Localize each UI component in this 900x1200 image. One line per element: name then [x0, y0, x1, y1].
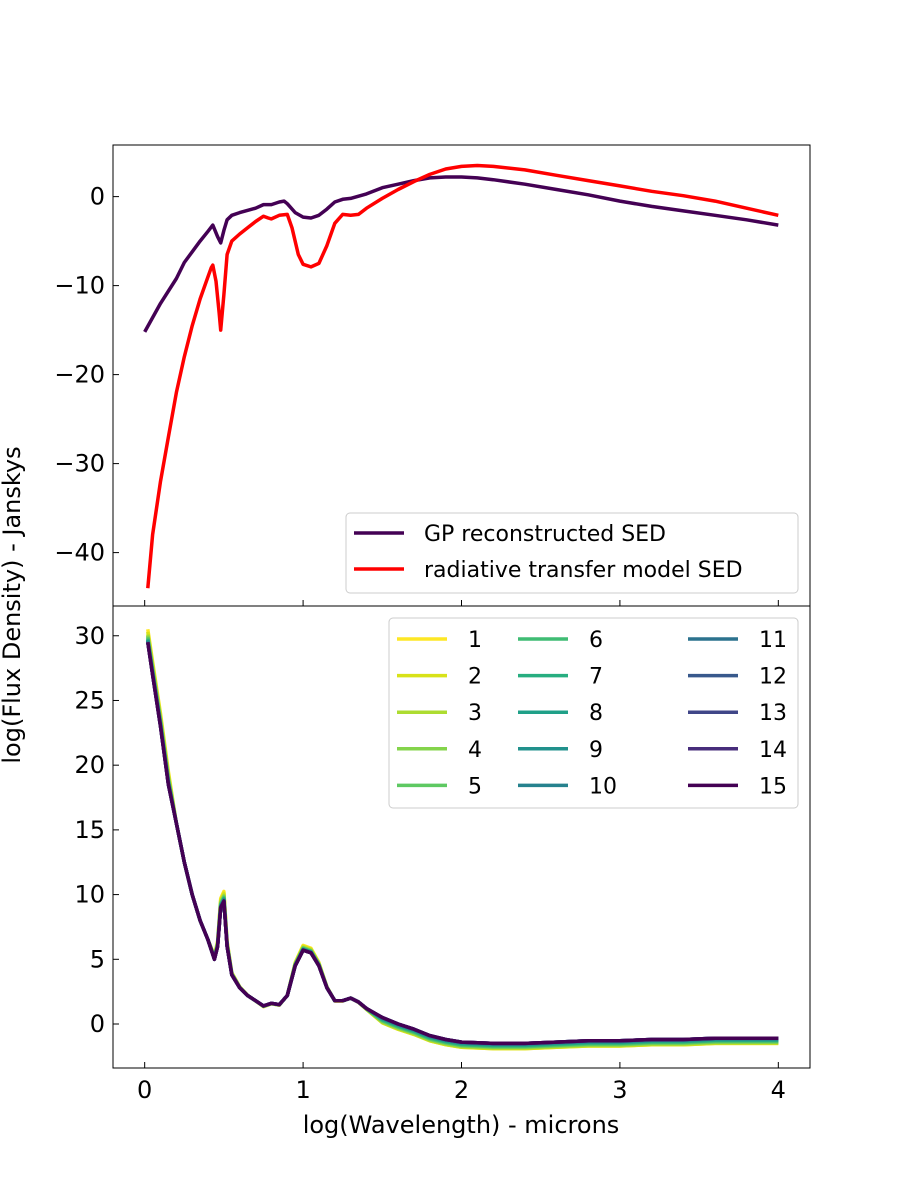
- bottom-xtick-label: 3: [612, 1076, 627, 1104]
- bottom-legend-label: 11: [759, 628, 787, 653]
- top-series-line-2: [146, 163, 779, 589]
- bottom-ytick-label: 10: [74, 881, 105, 909]
- y-axis-label: log(Flux Density) - Janskys: [0, 446, 26, 763]
- bottom-xtick-label: 0: [137, 1076, 152, 1104]
- top-legend-box: [345, 512, 799, 594]
- bottom-legend-label: 9: [589, 738, 603, 763]
- top-panel: 0 −10 −20 −30 −40 GP reconstructed SED radiat…: [54, 144, 811, 607]
- top-ytick-label: −40: [54, 539, 105, 567]
- bottom-ytick-label: 0: [90, 1010, 105, 1038]
- bottom-legend-box: [388, 617, 799, 809]
- top-ytick-label: 0: [90, 183, 105, 211]
- bottom-legend-label: 13: [759, 701, 787, 726]
- bottom-legend-label: 14: [759, 738, 787, 763]
- bottom-legend-label: 2: [468, 665, 482, 690]
- bottom-xtick-label: 4: [771, 1076, 786, 1104]
- bottom-legend-label: 4: [468, 738, 482, 763]
- bottom-legend-label: 6: [589, 628, 603, 653]
- bottom-series-line-15: [146, 641, 779, 1046]
- bottom-legend-label: 3: [468, 701, 482, 726]
- bottom-ytick-label: 15: [74, 816, 105, 844]
- top-legend-label: GP reconstructed SED: [424, 522, 666, 547]
- x-axis-label: log(Wavelength) - microns: [303, 1111, 620, 1139]
- top-legend: GP reconstructed SED radiative transfer m…: [345, 512, 799, 594]
- bottom-legend-label: 8: [589, 701, 603, 726]
- bottom-xtick-label: 1: [295, 1076, 310, 1104]
- bottom-series-lines: [146, 629, 779, 1051]
- bottom-plot-frame: [112, 605, 811, 1069]
- bottom-legend-label: 15: [759, 774, 787, 799]
- bottom-legend-label: 1: [468, 628, 482, 653]
- bottom-ytick-label: 20: [74, 751, 105, 779]
- top-ytick-label: −30: [54, 450, 105, 478]
- top-series-line-1: [143, 175, 779, 333]
- bottom-legend-label: 5: [468, 774, 482, 799]
- top-series-lines: [143, 163, 779, 589]
- bottom-xtick-label: 2: [454, 1076, 469, 1104]
- top-ytick-label: −10: [54, 272, 105, 300]
- top-legend-label: radiative transfer model SED: [424, 558, 743, 583]
- bottom-legend-label: 10: [589, 774, 617, 799]
- bottom-ytick-label: 25: [74, 686, 105, 714]
- top-ytick-label: −20: [54, 361, 105, 389]
- bottom-legend-label: 7: [589, 665, 603, 690]
- bottom-ytick-label: 30: [74, 622, 105, 650]
- top-axis-ticks: 0 −10 −20 −30 −40: [54, 183, 779, 606]
- bottom-ytick-label: 5: [90, 945, 105, 973]
- bottom-legend-label: 12: [759, 665, 787, 690]
